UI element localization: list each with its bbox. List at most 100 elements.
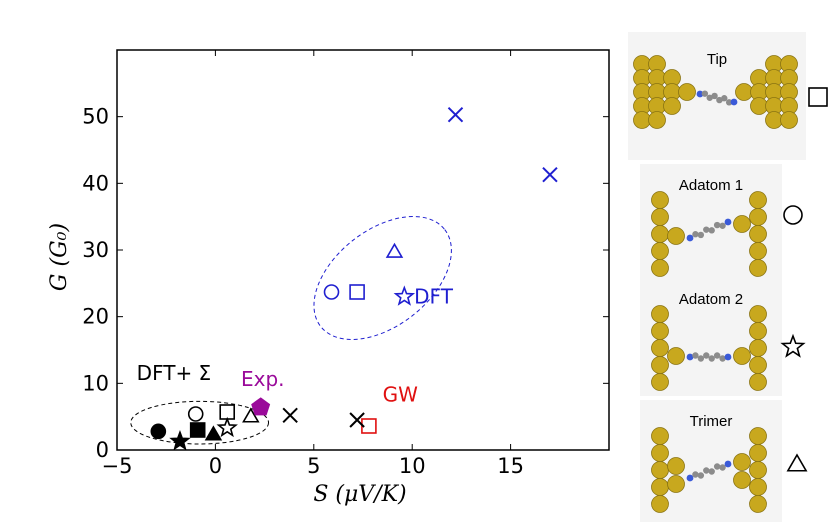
group-ellipses — [130, 216, 452, 445]
gold-atom — [733, 453, 751, 471]
x-axis-label: S (μV/K) — [313, 482, 406, 507]
gold-atom — [733, 471, 751, 489]
data-point-x — [447, 106, 464, 123]
molecule-atom — [703, 226, 710, 233]
y-tick-label: 30 — [82, 238, 109, 262]
inset-title: Tip — [707, 51, 727, 68]
gold-atom — [749, 208, 767, 226]
inset-symbol-circle — [783, 205, 803, 225]
data-point-triangle — [242, 407, 260, 423]
gold-atom — [667, 475, 685, 493]
group-ellipse — [313, 216, 452, 340]
annotation-label: Exp. — [241, 367, 285, 391]
gold-atom — [663, 97, 681, 115]
data-point-x — [349, 412, 365, 428]
molecule-atom — [708, 468, 715, 475]
molecule-atom — [724, 353, 732, 361]
molecule-atom — [696, 90, 704, 98]
molecule-atom — [713, 221, 721, 229]
gold-atom — [651, 478, 669, 496]
gold-atom — [749, 444, 767, 462]
annotations: DFT GW DFT+ Σ Exp. — [137, 284, 454, 406]
gold-atom — [750, 97, 768, 115]
data-point-triangle — [204, 425, 223, 441]
data-point-pentagon — [251, 397, 271, 416]
molecule-atom — [686, 234, 694, 242]
plot-frame — [116, 49, 610, 451]
gold-atom — [651, 305, 669, 323]
molecule-atom — [708, 355, 715, 362]
gold-atom — [651, 339, 669, 357]
molecule-atom — [697, 472, 705, 479]
gold-atom — [667, 457, 685, 475]
gold-atom — [749, 191, 767, 209]
y-axis-label: G (G₀) — [47, 223, 72, 291]
gold-atom — [651, 444, 669, 462]
inset-title: Trimer — [690, 413, 733, 430]
gold-atom — [749, 427, 767, 445]
y-tick-label: 50 — [82, 105, 109, 129]
gold-atom — [735, 83, 753, 101]
inset-symbol-star — [780, 333, 806, 358]
gold-atom — [651, 427, 669, 445]
data-points — [150, 106, 558, 451]
molecule-atom — [724, 460, 732, 468]
molecule-atom — [721, 95, 728, 102]
data-point-circle — [150, 423, 167, 440]
y-tick-label: 40 — [82, 171, 109, 195]
molecule-atom — [730, 98, 738, 106]
gold-atom — [749, 322, 767, 340]
gold-atom — [678, 83, 696, 101]
molecule-atom — [692, 471, 699, 478]
gold-atom — [651, 259, 669, 277]
molecule-atom — [725, 99, 733, 106]
inset-circle: Adatom 1 — [640, 164, 782, 282]
molecule-atom — [719, 355, 726, 362]
junction-insets: Tip Adatom 1 Adatom 2 Trimer — [628, 32, 828, 522]
molecule-atom — [713, 352, 721, 359]
gold-atom — [749, 495, 767, 513]
gold-atom — [667, 347, 685, 365]
y-tick-label: 0 — [96, 438, 109, 462]
gold-atom — [651, 191, 669, 209]
molecule-atom — [724, 218, 732, 226]
gold-atom — [651, 356, 669, 374]
molecule-atom — [703, 467, 710, 474]
inset-symbol-triangle — [786, 453, 808, 472]
gold-atom — [648, 111, 666, 129]
molecule-atom — [697, 231, 705, 239]
gold-atom — [749, 242, 767, 260]
inset-star: Adatom 2 — [640, 278, 782, 396]
x-tick-label: −5 — [102, 454, 133, 478]
gold-atom — [651, 495, 669, 513]
molecule-atom — [703, 352, 710, 359]
molecule-atom — [719, 464, 726, 471]
molecule-atom — [716, 96, 723, 104]
inset-triangle: Trimer — [640, 400, 782, 522]
gold-atom — [651, 322, 669, 340]
molecule-atom — [692, 231, 699, 238]
data-point-circle — [323, 284, 340, 300]
molecule-atom — [686, 474, 694, 482]
gold-atom — [633, 111, 651, 129]
data-point-square — [349, 284, 365, 300]
molecule-atom — [719, 222, 726, 229]
molecule-atom — [686, 353, 694, 361]
molecule-atom — [711, 92, 718, 100]
y-tick-label: 20 — [82, 305, 109, 329]
x-tick-label: 15 — [497, 454, 524, 478]
molecule-atom — [706, 94, 713, 101]
data-point-star — [169, 430, 191, 451]
data-point-square — [189, 422, 206, 438]
gold-atom — [749, 225, 767, 243]
molecule-atom — [697, 355, 705, 362]
molecule-atom — [713, 463, 721, 470]
data-point-star — [216, 416, 238, 438]
gold-atom — [749, 461, 767, 479]
gold-atom — [749, 478, 767, 496]
gold-atom — [749, 356, 767, 374]
inset-square: Tip — [628, 32, 806, 160]
gold-atom — [765, 111, 783, 129]
